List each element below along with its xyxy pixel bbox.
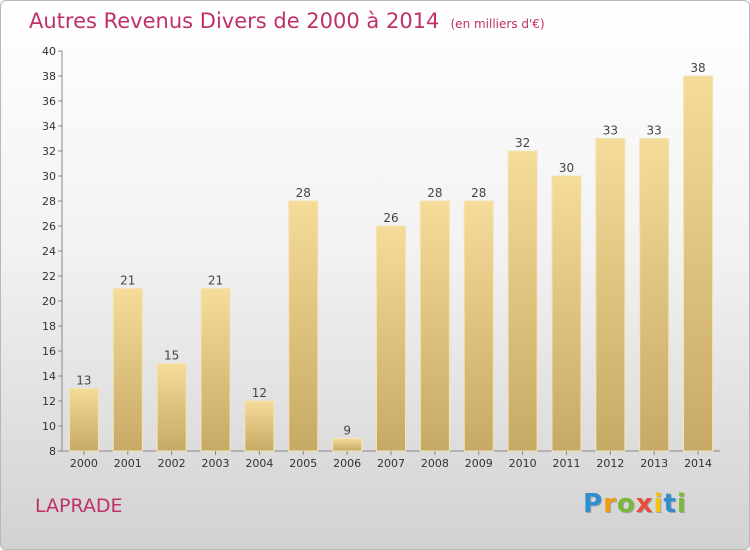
x-tick-label: 2008 (421, 457, 449, 470)
y-tick-label: 24 (42, 245, 56, 258)
y-tick-label: 16 (42, 345, 56, 358)
bar (68, 388, 99, 452)
y-tick-label: 32 (42, 145, 56, 158)
x-tick-label: 2010 (509, 457, 537, 470)
bar-value-label: 21 (120, 274, 135, 288)
bar (112, 288, 143, 452)
y-tick-label: 22 (42, 270, 56, 283)
chart-title: Autres Revenus Divers de 2000 à 2014 (29, 9, 440, 33)
logo-letter: P (583, 489, 604, 519)
y-tick-label: 14 (42, 370, 56, 383)
y-tick-label: 12 (42, 395, 56, 408)
bar-value-label: 33 (647, 124, 662, 138)
location-label: LAPRADE (35, 495, 123, 517)
x-tick-label: 2005 (289, 457, 317, 470)
x-tick-label: 2000 (70, 457, 98, 470)
x-tick-label: 2007 (377, 457, 405, 470)
bar-value-label: 32 (515, 136, 530, 150)
bar (244, 400, 275, 452)
y-tick-label: 38 (42, 70, 56, 83)
bar (288, 200, 319, 452)
logo-letter: i (676, 489, 687, 519)
x-tick-label: 2002 (158, 457, 186, 470)
bar-value-label: 12 (252, 386, 267, 400)
logo-letter: t (663, 489, 677, 519)
y-tick-label: 10 (42, 420, 56, 433)
bar-value-label: 21 (208, 274, 223, 288)
bar (419, 200, 450, 452)
bar-value-label: 38 (690, 61, 705, 75)
bar-value-label: 30 (559, 161, 574, 175)
y-tick-label: 18 (42, 320, 56, 333)
bar-value-label: 28 (296, 186, 311, 200)
bar (507, 150, 538, 452)
bar-value-label: 9 (343, 424, 351, 438)
bar-value-label: 15 (164, 349, 179, 363)
y-tick-label: 28 (42, 195, 56, 208)
x-tick-label: 2004 (245, 457, 273, 470)
y-tick-label: 40 (42, 45, 56, 58)
y-tick-label: 26 (42, 220, 56, 233)
bar-value-label: 28 (427, 186, 442, 200)
bar-value-label: 13 (76, 374, 91, 388)
bar-value-label: 26 (383, 211, 398, 225)
bar (200, 288, 231, 452)
x-tick-label: 2001 (114, 457, 142, 470)
bar (683, 75, 714, 452)
chart-subtitle: (en milliers d'€) (450, 17, 545, 31)
x-tick-label: 2009 (465, 457, 493, 470)
bar (332, 438, 363, 452)
chart-title-block: Autres Revenus Divers de 2000 à 2014 (en… (29, 9, 545, 33)
x-tick-label: 2012 (596, 457, 624, 470)
logo-letter: x (635, 489, 654, 519)
bar (376, 225, 406, 452)
x-tick-label: 2013 (640, 457, 668, 470)
bar-value-label: 28 (471, 186, 486, 200)
bar (156, 363, 187, 452)
x-tick-label: 2011 (552, 457, 580, 470)
bar (639, 138, 670, 452)
logo-letter: o (616, 489, 636, 519)
y-tick-label: 36 (42, 95, 56, 108)
y-tick-label: 8 (49, 445, 56, 458)
y-tick-label: 30 (42, 170, 56, 183)
bar-value-label: 33 (603, 124, 618, 138)
x-tick-label: 2014 (684, 457, 712, 470)
logo-letter: r (603, 489, 617, 519)
bar (595, 138, 626, 452)
y-tick-label: 20 (42, 295, 56, 308)
y-tick-label: 34 (42, 120, 56, 133)
x-tick-label: 2003 (202, 457, 230, 470)
proxiti-logo[interactable]: Proxiti (583, 489, 687, 519)
bar (463, 200, 494, 452)
logo-letter: i (653, 489, 664, 519)
bar (551, 175, 582, 452)
x-tick-label: 2006 (333, 457, 361, 470)
